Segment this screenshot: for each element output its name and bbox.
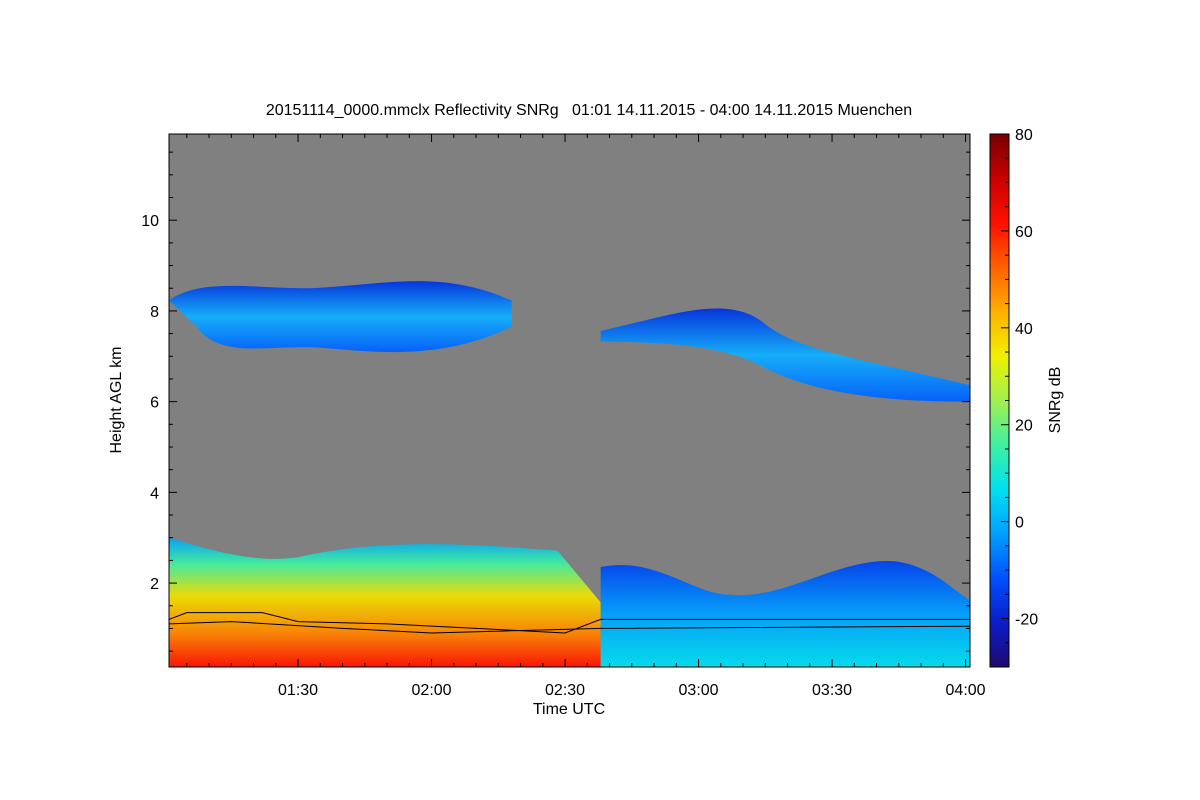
x-tick-label: 03:00 — [679, 682, 719, 699]
y-tick-label: 6 — [150, 395, 159, 412]
colorbar-label: SNRg dB — [1047, 367, 1064, 434]
overlay-lines — [169, 612, 970, 634]
colorbar-tick-label: 60 — [1015, 224, 1033, 241]
echo-features — [169, 281, 970, 667]
chart-title: 20151114_0000.mmclx Reflectivity SNRg 01… — [266, 102, 912, 119]
x-tick-label: 04:00 — [946, 682, 986, 699]
x-tick-label: 02:00 — [412, 682, 452, 699]
y-tick-label: 4 — [150, 485, 159, 502]
echo-feature — [600, 560, 970, 667]
echo-feature — [600, 308, 970, 402]
overlay-line — [169, 612, 970, 634]
x-tick-label: 03:30 — [812, 682, 852, 699]
y-axis-label: Height AGL km — [108, 346, 125, 453]
echo-feature — [169, 537, 601, 667]
colorbar-tick-label: 0 — [1015, 515, 1024, 532]
colorbar-tick-label: 40 — [1015, 321, 1033, 338]
overlay-line — [169, 621, 970, 634]
y-tick-label: 8 — [150, 304, 159, 321]
colorbar-tick-label: 20 — [1015, 418, 1033, 435]
colorbar-tick-label: -20 — [1015, 612, 1038, 629]
x-tick-label: 01:30 — [278, 682, 318, 699]
x-tick-label: 02:30 — [545, 682, 585, 699]
y-axis: 2 4 6 8 10 — [141, 151, 970, 652]
y-tick-label: 2 — [150, 576, 159, 593]
colorbar-axis: -20 0 20 40 60 80 — [1001, 127, 1038, 668]
echo-feature — [169, 281, 512, 353]
x-axis: 01:30 02:00 02:30 03:00 03:30 04:00 — [186, 134, 986, 699]
x-axis-label: Time UTC — [533, 701, 605, 718]
plot-frame — [168, 133, 971, 668]
y-tick-label: 10 — [141, 213, 159, 230]
colorbar-tick-label: 80 — [1015, 127, 1033, 144]
